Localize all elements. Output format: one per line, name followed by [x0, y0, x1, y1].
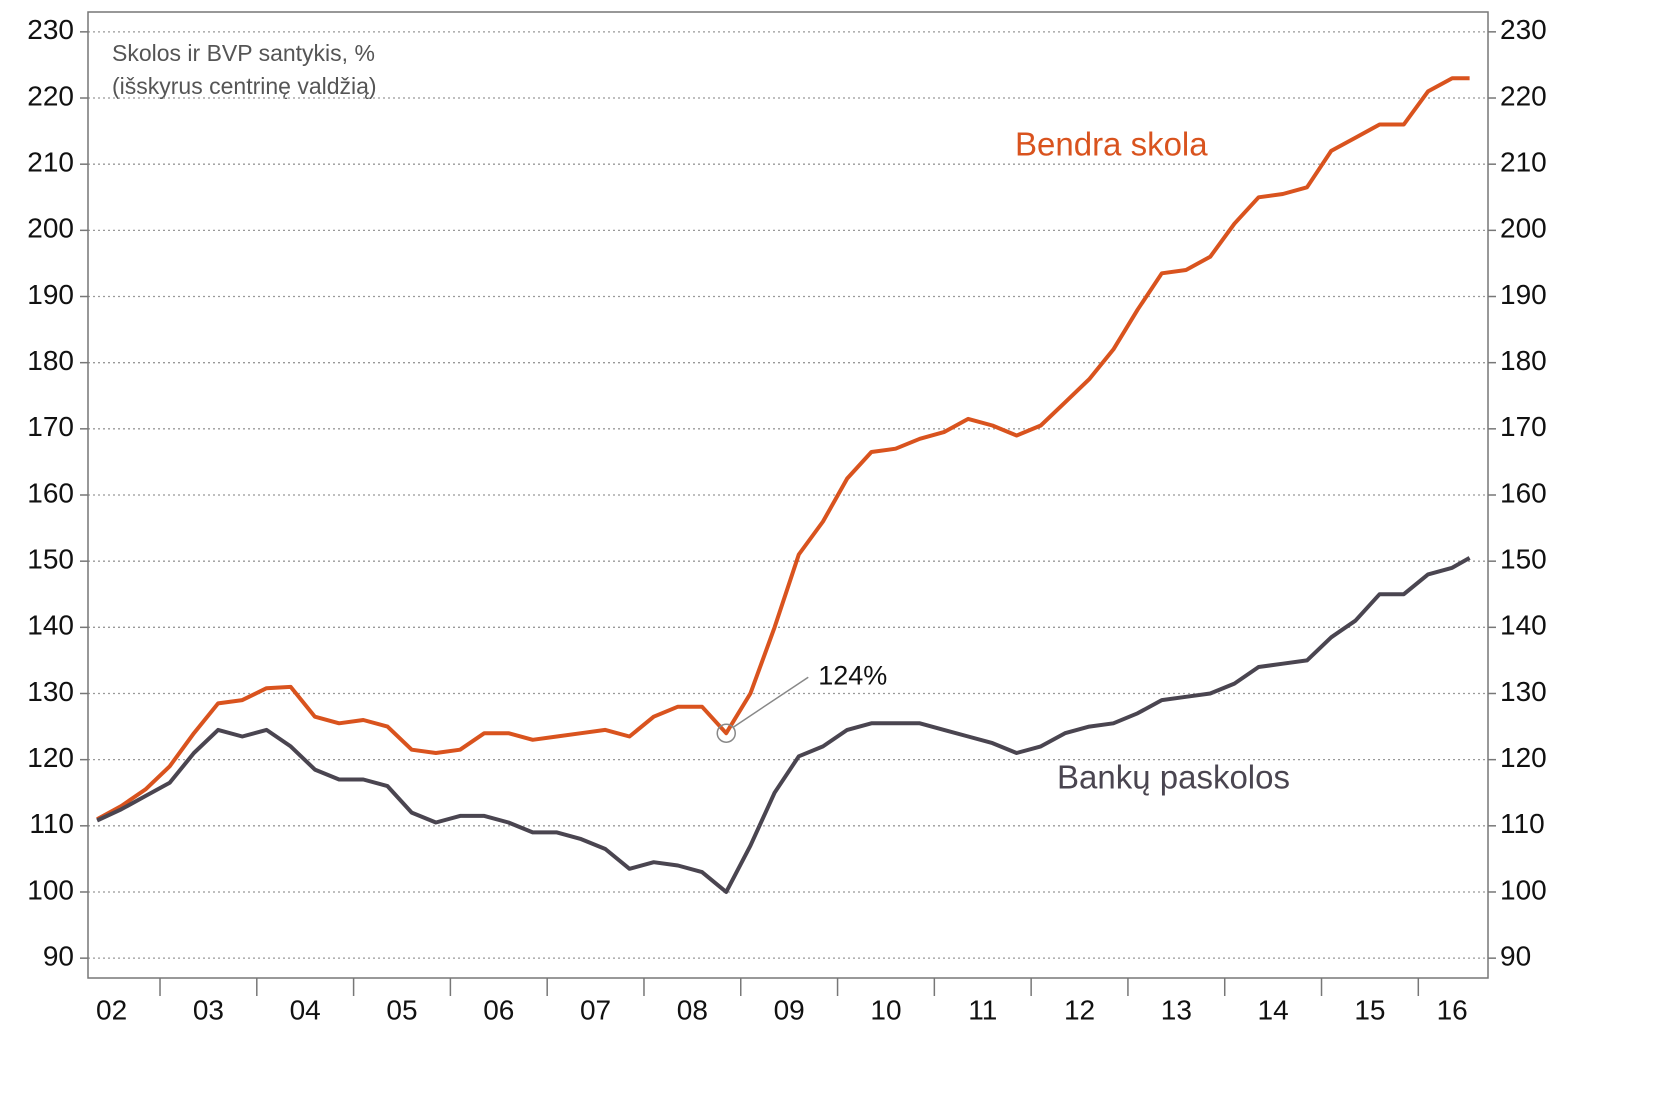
annotation-leader — [732, 676, 809, 728]
y-tick-label: 130 — [27, 676, 74, 707]
x-tick-label: 10 — [870, 994, 901, 1025]
annotation-marker — [716, 723, 736, 743]
x-tick-label: 03 — [193, 994, 224, 1025]
y2-tick-label: 120 — [1500, 742, 1547, 773]
y-tick-label: 200 — [27, 213, 74, 244]
plot-frame — [87, 11, 1489, 979]
annotation-text: 124% — [818, 660, 887, 690]
y2-tick-label: 90 — [1500, 941, 1531, 972]
x-tick-label: 04 — [290, 994, 321, 1025]
x-tick-label: 02 — [96, 994, 127, 1025]
y2-tick-label: 210 — [1500, 147, 1547, 178]
series-label: Bankų paskolos — [1057, 759, 1290, 796]
x-tick-label: 11 — [968, 994, 997, 1025]
y-tick-label: 180 — [27, 345, 74, 376]
x-tick-label: 08 — [677, 994, 708, 1025]
y-tick-label: 140 — [27, 610, 74, 641]
series-line — [96, 556, 1471, 894]
y-tick-label: 150 — [27, 544, 74, 575]
y2-tick-label: 170 — [1500, 411, 1547, 442]
chart-subtitle: (išskyrus centrinę valdžią) — [112, 73, 377, 99]
y2-tick-label: 160 — [1500, 477, 1547, 508]
y-tick-label: 90 — [43, 941, 74, 972]
y2-tick-label: 130 — [1500, 676, 1547, 707]
x-tick-label: 05 — [386, 994, 417, 1025]
x-tick-label: 09 — [774, 994, 805, 1025]
y2-tick-label: 220 — [1500, 80, 1547, 111]
x-tick-label: 06 — [483, 994, 514, 1025]
y2-tick-label: 140 — [1500, 610, 1547, 641]
y-tick-label: 220 — [27, 80, 74, 111]
x-tick-label: 14 — [1258, 994, 1289, 1025]
x-tick-label: 16 — [1437, 994, 1468, 1025]
y-tick-label: 110 — [29, 808, 74, 839]
x-tick-label: 15 — [1354, 994, 1385, 1025]
y-tick-label: 210 — [27, 147, 74, 178]
y2-tick-label: 110 — [1500, 808, 1545, 839]
y2-tick-label: 100 — [1500, 874, 1547, 905]
y2-tick-label: 180 — [1500, 345, 1547, 376]
x-tick-label: 07 — [580, 994, 611, 1025]
y2-tick-label: 200 — [1500, 213, 1547, 244]
series-label: Bendra skola — [1015, 126, 1208, 163]
y-tick-label: 230 — [27, 14, 74, 45]
x-tick-label: 12 — [1064, 994, 1095, 1025]
y2-tick-label: 190 — [1500, 279, 1547, 310]
y2-tick-label: 230 — [1500, 14, 1547, 45]
y-tick-label: 170 — [27, 411, 74, 442]
chart-title: Skolos ir BVP santykis, % — [112, 40, 375, 66]
y2-tick-label: 150 — [1500, 544, 1547, 575]
y-tick-label: 100 — [27, 874, 74, 905]
series-line — [96, 76, 1470, 821]
y-tick-label: 120 — [27, 742, 74, 773]
y-tick-label: 160 — [27, 477, 74, 508]
x-tick-label: 13 — [1161, 994, 1192, 1025]
y-tick-label: 190 — [27, 279, 74, 310]
